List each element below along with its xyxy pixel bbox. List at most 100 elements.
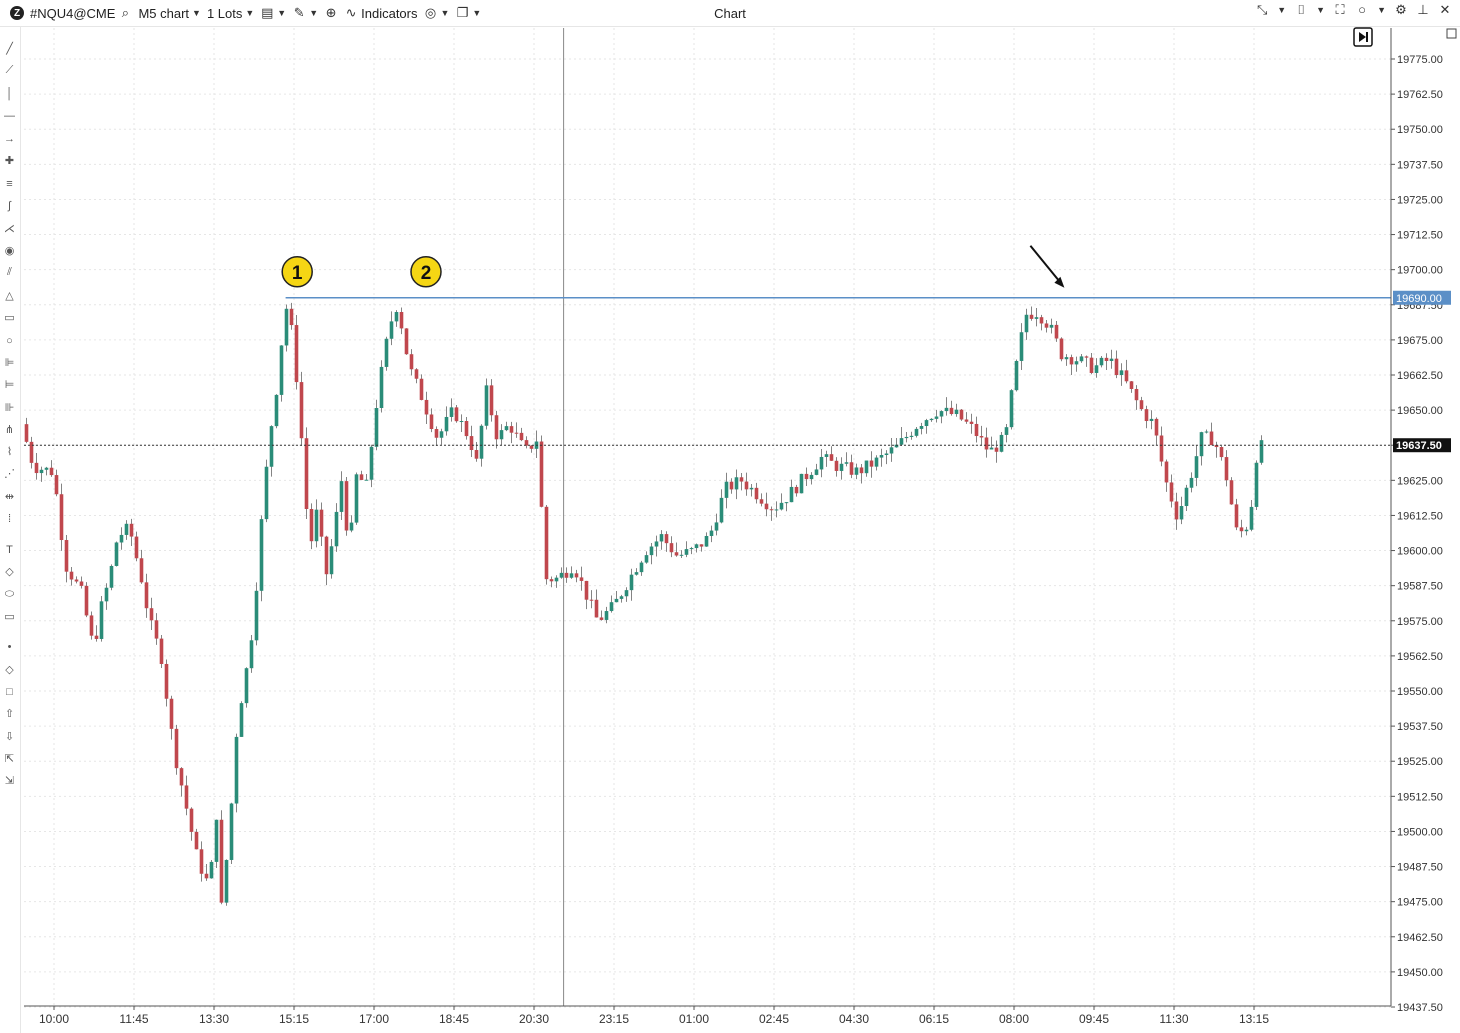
symbol-selector[interactable]: #NQU4@CME ⌕ bbox=[30, 2, 132, 24]
trend-line-icon[interactable]: ╱ bbox=[6, 43, 13, 55]
candle-body bbox=[264, 466, 269, 520]
candle-body bbox=[149, 608, 154, 621]
fib-fan-icon[interactable]: ⋌ bbox=[4, 223, 15, 235]
square-icon[interactable]: □ bbox=[6, 685, 13, 698]
candle-body bbox=[1254, 462, 1259, 507]
time-axis[interactable]: 10:00 11:45 13:30 15:15 17:00 18:45 20:30 23:15… bbox=[24, 1005, 1391, 1026]
curve-icon[interactable]: ∫ bbox=[7, 199, 11, 212]
camera-icon[interactable]: ⌷ bbox=[1297, 2, 1306, 17]
close-icon[interactable]: ✕ bbox=[1439, 2, 1451, 17]
candle-body bbox=[1139, 400, 1144, 410]
candle-body bbox=[1079, 356, 1084, 362]
gann-icon[interactable]: ⋔ bbox=[4, 424, 15, 436]
chevron-down-icon[interactable]: ▼ bbox=[1316, 5, 1326, 15]
buy-order-icon[interactable]: ⇱ bbox=[4, 753, 15, 765]
candle-body bbox=[509, 426, 514, 433]
templates-dropdown[interactable]: ◎ ▼ bbox=[424, 2, 450, 24]
chevron-down-icon[interactable]: ▼ bbox=[1277, 5, 1287, 15]
triangle-icon[interactable]: △ bbox=[5, 290, 14, 302]
candle-body bbox=[414, 369, 419, 379]
fib-retracement-icon[interactable]: ⊫ bbox=[4, 357, 15, 369]
layout-dropdown[interactable]: ❐ ▼ bbox=[455, 2, 482, 24]
time-tick-label: 13:30 bbox=[199, 1012, 229, 1026]
candle-body bbox=[1074, 361, 1079, 365]
candle-body bbox=[119, 534, 124, 543]
candle-body bbox=[84, 585, 89, 616]
gear-icon[interactable]: ⚙ bbox=[1395, 2, 1407, 17]
arrow-up-icon[interactable]: ⇧ bbox=[4, 708, 15, 720]
candle-body bbox=[1144, 409, 1149, 422]
candle-body bbox=[804, 473, 809, 480]
polyline-icon[interactable]: ⌇ bbox=[6, 446, 13, 458]
text-icon[interactable]: T bbox=[6, 543, 13, 556]
pin-icon[interactable]: ⊥ bbox=[1417, 2, 1429, 17]
candle-body bbox=[319, 509, 324, 537]
candle-body bbox=[434, 429, 439, 438]
ray-icon[interactable]: ⟋ bbox=[5, 64, 14, 76]
lots-dropdown[interactable]: 1 Lots ▼ bbox=[207, 2, 254, 24]
candle-body bbox=[749, 487, 754, 490]
arrow-down-icon[interactable]: ⇩ bbox=[4, 731, 15, 743]
time-tick-label: 04:30 bbox=[839, 1012, 869, 1026]
callout-icon[interactable]: ⬭ bbox=[4, 588, 15, 600]
cross-icon[interactable]: ✚ bbox=[4, 155, 15, 167]
candle-body bbox=[309, 509, 314, 542]
measure-icon[interactable]: ⇹ bbox=[4, 491, 15, 503]
candle-body bbox=[274, 394, 279, 427]
candle-body bbox=[899, 438, 904, 445]
path-icon[interactable]: ⋰ bbox=[4, 468, 15, 480]
circle-icon[interactable]: ○ bbox=[1358, 2, 1366, 17]
drawing-dropdown[interactable]: ✎ ▼ bbox=[292, 2, 318, 24]
circle-icon[interactable]: ○ bbox=[6, 334, 13, 347]
window-controls: ⤡ ▼ ⌷ ▼ ⛶ ○ ▼ ⚙ ⊥ ✕ bbox=[1255, 3, 1452, 17]
tag-icon[interactable]: ◇ bbox=[5, 566, 14, 578]
candle-body bbox=[594, 599, 599, 618]
chevron-down-icon[interactable]: ▼ bbox=[1377, 5, 1386, 15]
dot-icon[interactable]: • bbox=[7, 640, 12, 653]
candle-body bbox=[454, 407, 459, 422]
candle-body bbox=[1249, 506, 1254, 530]
search-icon[interactable]: ⌕ bbox=[121, 5, 130, 20]
chart-style-dropdown[interactable]: ▤ ▼ bbox=[260, 2, 286, 24]
candle-body bbox=[519, 432, 524, 441]
collapse-icon[interactable]: ⤡ bbox=[1257, 2, 1268, 17]
price-tick-label: 19575.00 bbox=[1397, 616, 1443, 628]
scroll-to-end-button[interactable] bbox=[1353, 27, 1373, 47]
parallel-channel-icon[interactable]: ≡ bbox=[6, 177, 13, 190]
candle-body bbox=[994, 447, 999, 452]
vertical-line-icon[interactable]: │ bbox=[6, 87, 13, 100]
fib-extension-icon[interactable]: ⊨ bbox=[4, 379, 15, 391]
fullscreen-icon[interactable]: ⛶ bbox=[1335, 2, 1345, 17]
candle-body bbox=[709, 530, 714, 536]
candle-body bbox=[854, 467, 859, 475]
candle-body bbox=[1014, 360, 1019, 391]
zoom-button[interactable]: ⊕ bbox=[324, 2, 338, 24]
rectangle-icon[interactable]: ▭ bbox=[4, 312, 15, 324]
ruler-icon[interactable]: ⁞ bbox=[7, 512, 12, 525]
window-title-container: Chart bbox=[0, 6, 1460, 21]
candle-body bbox=[114, 542, 119, 566]
price-tick-label: 19525.00 bbox=[1397, 756, 1443, 768]
diamond-icon[interactable]: ◇ bbox=[5, 664, 14, 676]
price-axis[interactable]: 19775.00 19762.50 19750.00 19737.50 19725.00… bbox=[1390, 28, 1457, 1014]
candle-body bbox=[814, 469, 819, 475]
timeframe-dropdown[interactable]: M5 chart ▼ bbox=[138, 2, 201, 24]
candle-body bbox=[1084, 356, 1089, 358]
fib-time-icon[interactable]: ⊪ bbox=[4, 402, 15, 414]
arrow-icon[interactable]: → bbox=[4, 132, 15, 145]
candle-body bbox=[449, 407, 454, 417]
spiral-icon[interactable]: ◉ bbox=[4, 245, 15, 257]
note-icon[interactable]: ▭ bbox=[4, 611, 15, 623]
resistance-price-tag bbox=[1393, 290, 1451, 305]
chart-grid bbox=[24, 28, 1391, 1008]
candle-body bbox=[619, 596, 624, 599]
candle-body bbox=[494, 415, 499, 440]
sell-order-icon[interactable]: ⇲ bbox=[4, 775, 15, 787]
candle-body bbox=[294, 325, 299, 383]
pitchfork-icon[interactable]: ⫽ bbox=[7, 266, 12, 278]
indicators-button[interactable]: ∿ Indicators bbox=[344, 2, 418, 24]
current-price-tag bbox=[1393, 438, 1451, 453]
price-tick-label: 19462.50 bbox=[1397, 932, 1443, 944]
horizontal-line-icon[interactable]: — bbox=[4, 109, 15, 122]
